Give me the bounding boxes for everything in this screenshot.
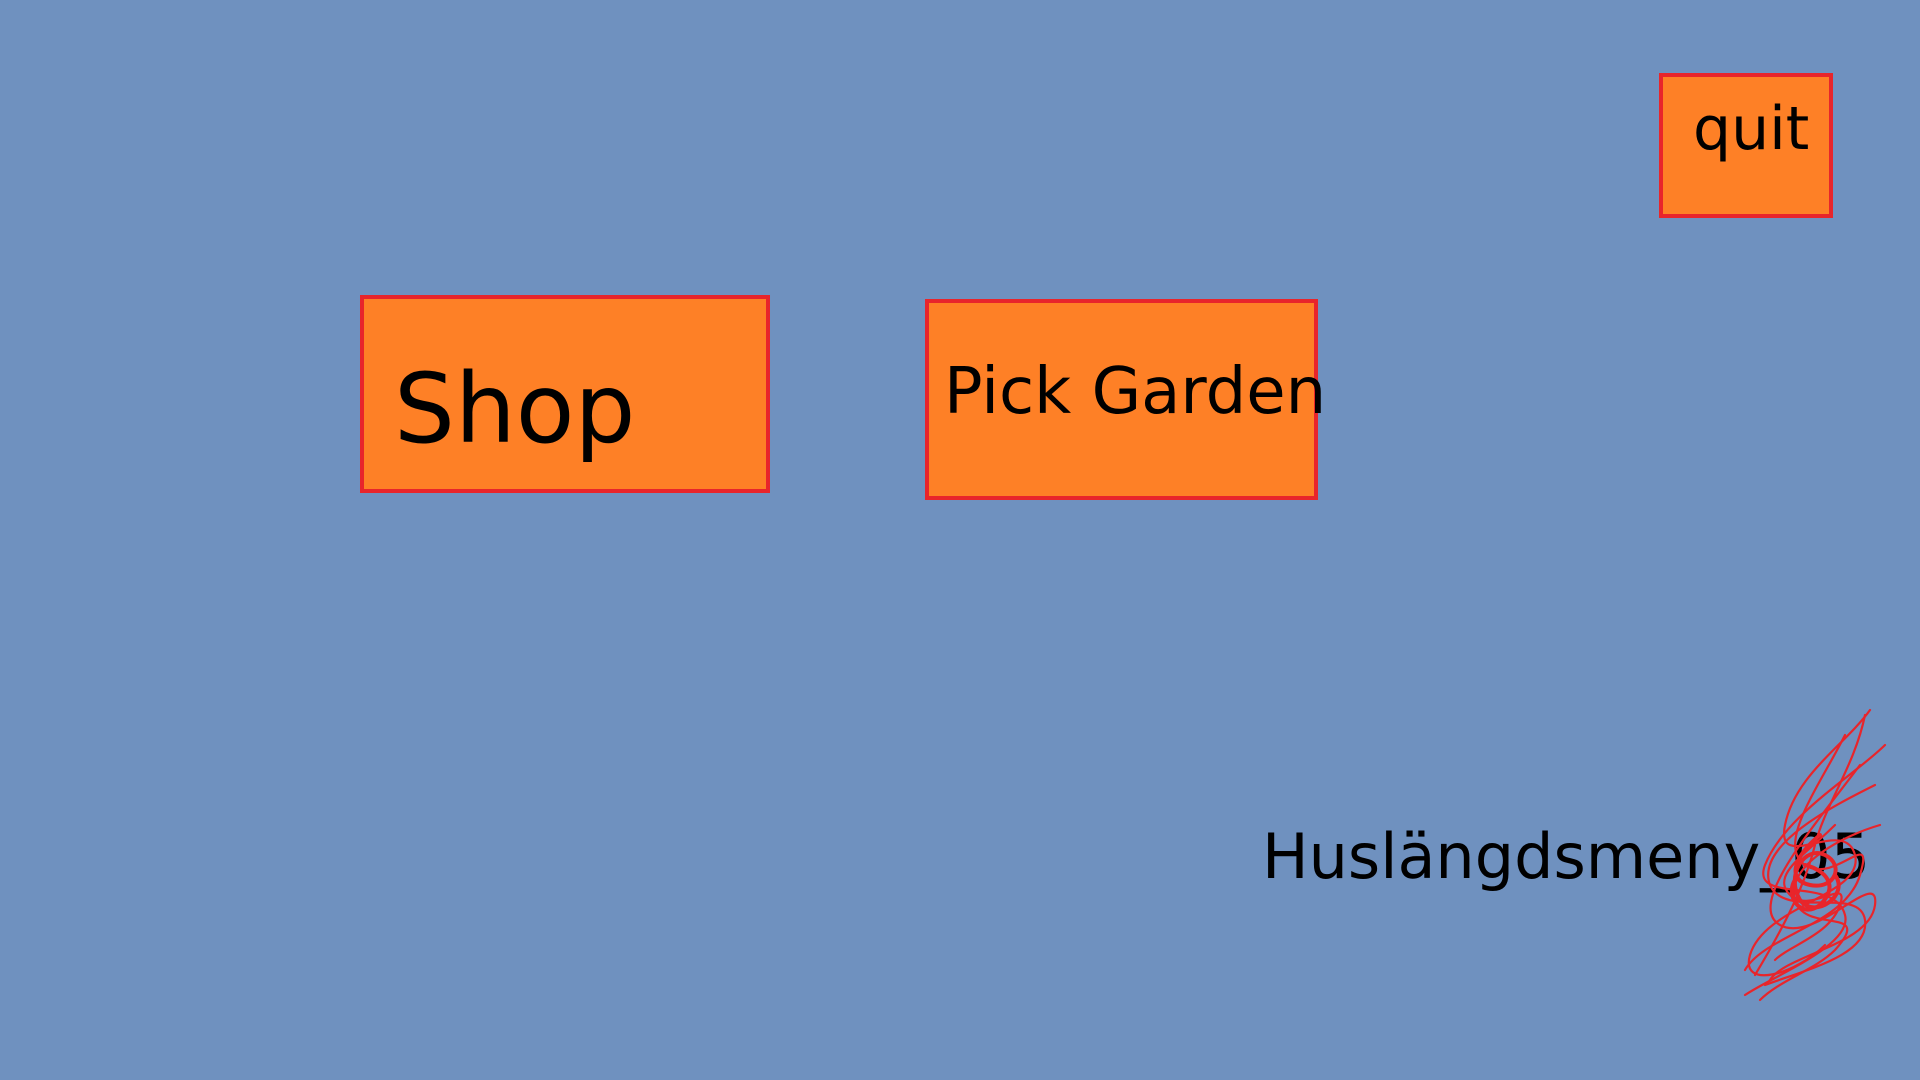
- quit-button[interactable]: quit: [1659, 73, 1833, 218]
- quit-button-label: quit: [1693, 94, 1810, 164]
- shop-button[interactable]: Shop: [360, 295, 770, 493]
- shop-button-label: Shop: [394, 353, 636, 465]
- pick-garden-button[interactable]: Pick Garden: [925, 299, 1326, 500]
- pick-garden-button-label: Pick Garden: [944, 355, 1327, 429]
- red-scribble-icon: [1743, 708, 1887, 1002]
